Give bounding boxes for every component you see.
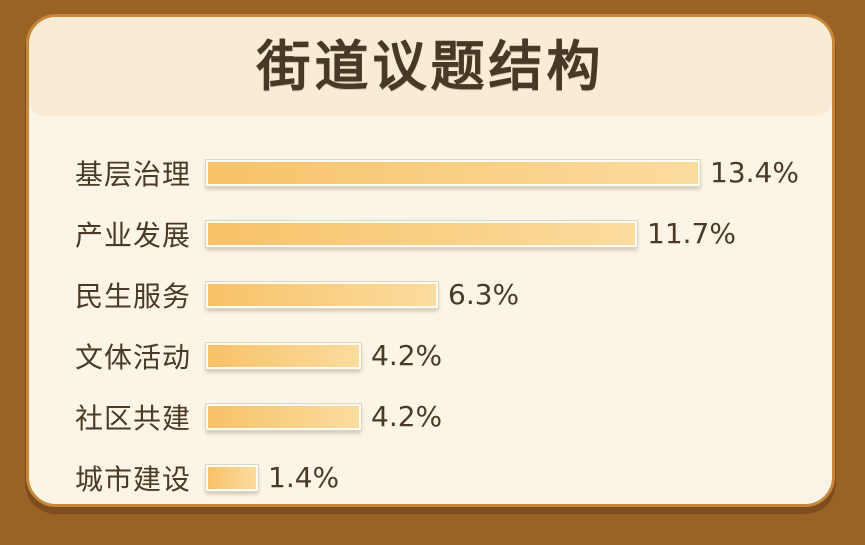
bar xyxy=(206,220,637,247)
category-label: 产业发展 xyxy=(75,218,192,252)
chart-row: 产业发展 11.7% xyxy=(29,203,832,264)
page-title: 街道议题结构 xyxy=(256,34,605,98)
bar xyxy=(206,403,361,430)
category-label: 民生服务 xyxy=(75,279,192,313)
chart-row: 基层治理 13.4% xyxy=(29,142,832,203)
category-label: 社区共建 xyxy=(75,401,192,435)
bar xyxy=(206,281,438,308)
bar-chart: 基层治理 13.4% 产业发展 11.7% 民生服务 6.3% 文体活动 4.2… xyxy=(29,116,832,504)
chart-row: 城市建设 1.4% xyxy=(29,447,832,504)
bar xyxy=(206,342,361,369)
chart-card: 街道议题结构 基层治理 13.4% 产业发展 11.7% 民生服务 6.3% 文… xyxy=(26,14,835,507)
category-label: 基层治理 xyxy=(75,157,192,191)
bar xyxy=(206,464,258,491)
chart-row: 社区共建 4.2% xyxy=(29,386,832,447)
category-label: 文体活动 xyxy=(75,340,192,374)
value-label: 1.4% xyxy=(268,461,340,494)
card-header: 街道议题结构 xyxy=(29,17,832,116)
bar xyxy=(206,159,700,186)
value-label: 6.3% xyxy=(448,278,520,311)
chart-row: 民生服务 6.3% xyxy=(29,264,832,325)
value-label: 13.4% xyxy=(710,156,799,189)
category-label: 城市建设 xyxy=(75,462,192,496)
value-label: 11.7% xyxy=(647,217,736,250)
value-label: 4.2% xyxy=(371,400,443,433)
value-label: 4.2% xyxy=(371,339,443,372)
chart-row: 文体活动 4.2% xyxy=(29,325,832,386)
